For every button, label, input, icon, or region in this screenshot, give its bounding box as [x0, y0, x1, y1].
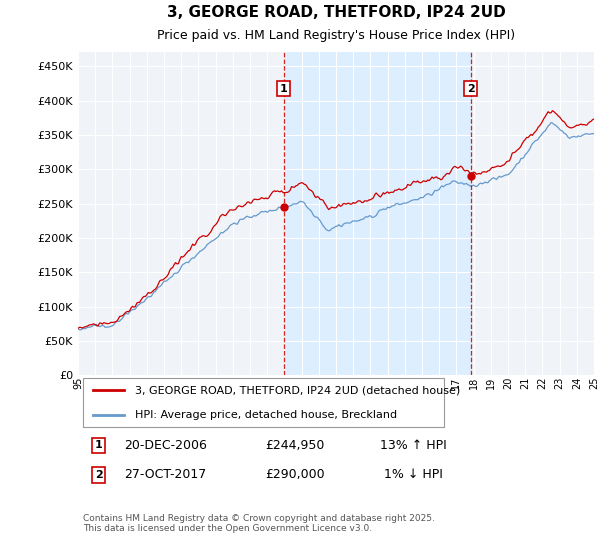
- Text: 3, GEORGE ROAD, THETFORD, IP24 2UD (detached house): 3, GEORGE ROAD, THETFORD, IP24 2UD (deta…: [135, 385, 460, 395]
- Text: £244,950: £244,950: [265, 439, 325, 452]
- Text: 1% ↓ HPI: 1% ↓ HPI: [384, 469, 443, 482]
- Text: 20-DEC-2006: 20-DEC-2006: [124, 439, 207, 452]
- Text: Contains HM Land Registry data © Crown copyright and database right 2025.
This d: Contains HM Land Registry data © Crown c…: [83, 514, 435, 533]
- Text: 3, GEORGE ROAD, THETFORD, IP24 2UD: 3, GEORGE ROAD, THETFORD, IP24 2UD: [167, 5, 505, 20]
- FancyBboxPatch shape: [83, 378, 445, 427]
- Bar: [284, 53, 470, 375]
- Text: 27-OCT-2017: 27-OCT-2017: [125, 469, 207, 482]
- Text: Price paid vs. HM Land Registry's House Price Index (HPI): Price paid vs. HM Land Registry's House …: [157, 29, 515, 41]
- Text: HPI: Average price, detached house, Breckland: HPI: Average price, detached house, Brec…: [135, 410, 397, 420]
- Text: £290,000: £290,000: [265, 469, 325, 482]
- Text: 2: 2: [95, 470, 103, 480]
- Text: 1: 1: [95, 440, 103, 450]
- Text: 1: 1: [280, 83, 287, 94]
- Text: 13% ↑ HPI: 13% ↑ HPI: [380, 439, 447, 452]
- Text: 2: 2: [467, 83, 475, 94]
